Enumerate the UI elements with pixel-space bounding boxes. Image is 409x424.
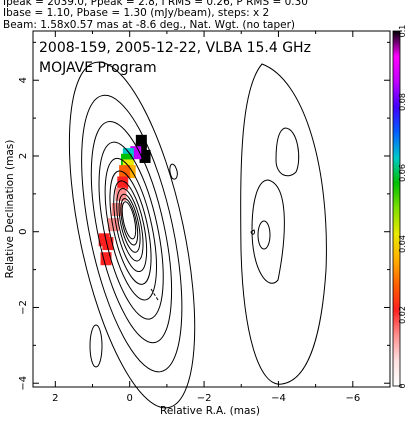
polarization-pixel	[130, 146, 142, 160]
contour-level	[116, 188, 144, 262]
contour-level	[109, 170, 152, 285]
contour-level	[90, 120, 173, 344]
y-tick-label: 2	[18, 153, 29, 159]
y-tick-label: −4	[18, 376, 29, 391]
x-tick-label: 2	[52, 393, 58, 404]
stats-line-1: Ipeak = 2039.0, Ppeak = 2.8, I RMS = 0.2…	[3, 0, 308, 8]
polarization-pixel	[117, 176, 129, 190]
colorbar-gradient	[392, 30, 401, 387]
axis-ticks	[33, 31, 391, 387]
polarization-pixel	[124, 165, 136, 179]
contour-level	[68, 61, 196, 409]
axis-tick-labels: 2 0 −2 −4 −6 −4 −2 0 2 4	[18, 77, 360, 404]
contour-level	[118, 193, 141, 253]
polarization-pixel	[139, 149, 151, 163]
colorbar-tick-label: 0.1	[398, 25, 407, 38]
colorbar-tick-label: 0.08	[398, 93, 407, 111]
polarization-pixel	[135, 142, 147, 156]
total-intensity-contours	[68, 61, 196, 409]
polarization-pixel	[119, 165, 131, 179]
plot-frame	[32, 30, 391, 388]
colorbar-tick-label: 0	[398, 383, 407, 388]
y-tick-label: 0	[18, 229, 29, 235]
contour-level	[104, 157, 157, 301]
x-tick-label: 0	[127, 393, 133, 404]
colorbar: 0 0.02 0.04 0.06 0.08 0.1	[392, 25, 407, 389]
colorbar-tick-label: 0.04	[398, 235, 407, 253]
polarization-pixel	[135, 134, 147, 148]
x-tick-label: −2	[197, 393, 212, 404]
x-axis-label: Relative R.A. (mas)	[160, 405, 260, 417]
contour-level	[98, 141, 164, 320]
polarization-pixel	[100, 252, 112, 266]
y-tick-label: 4	[18, 77, 29, 83]
beam-line: Beam: 1.58x0.57 mas at -8.6 deg., Nat. W…	[3, 19, 296, 31]
contour-level	[113, 180, 148, 273]
y-axis-label: Relative Declination (mas)	[4, 140, 16, 279]
colorbar-tick-label: 0.06	[398, 164, 407, 182]
x-tick-label: −4	[271, 393, 286, 404]
chart-subtitle: MOJAVE Program	[39, 60, 157, 76]
contour-level	[81, 94, 183, 373]
polarization-pixel	[107, 218, 119, 232]
contour-level	[121, 201, 137, 240]
stats-line-2: Ibase = 1.10, Pbase = 1.30 (mJy/beam), s…	[3, 7, 270, 19]
polarization-pixel	[115, 187, 127, 201]
colorbar-tick-label: 0.02	[398, 306, 407, 324]
contour-level	[120, 198, 139, 246]
y-tick-label: −2	[18, 300, 29, 315]
polarization-pixel	[98, 233, 110, 247]
x-tick-label: −6	[345, 393, 360, 404]
secondary-contours	[89, 63, 327, 385]
chart-title: 2008-159, 2005-12-22, VLBA 15.4 GHz	[39, 40, 311, 56]
